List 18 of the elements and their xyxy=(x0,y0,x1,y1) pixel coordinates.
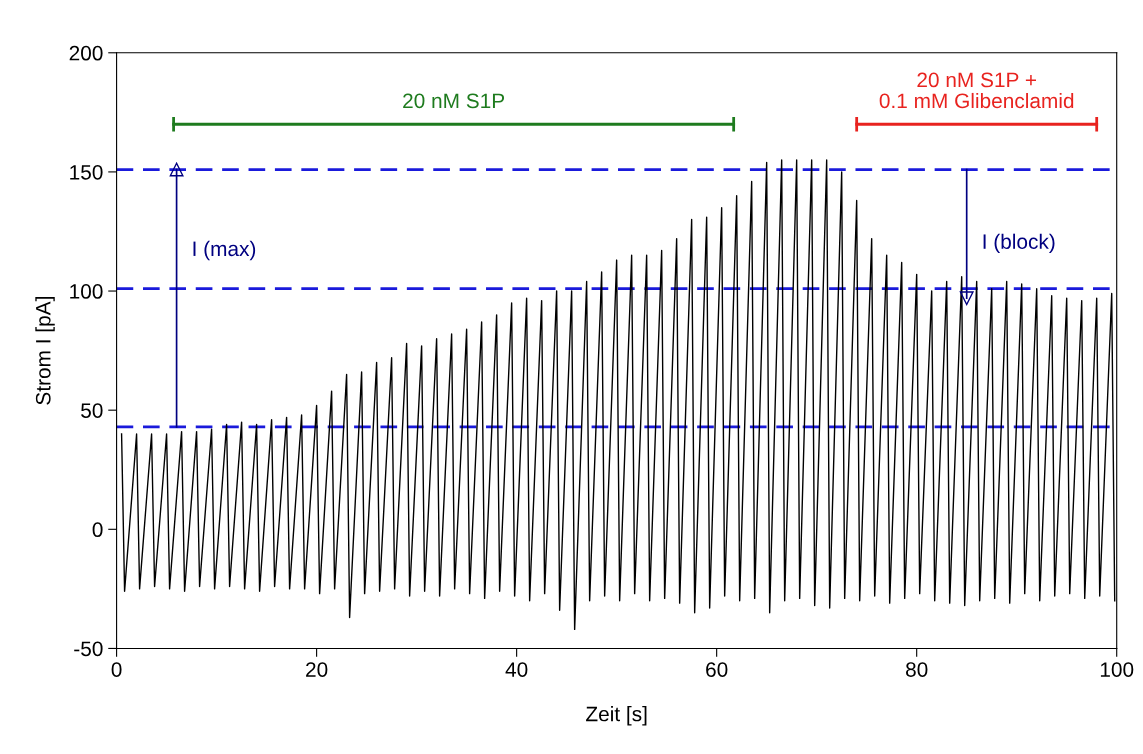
x-axis-title: Zeit [s] xyxy=(586,706,647,726)
annotation: 20 nM S1P xyxy=(403,93,505,109)
x-tick-label: 100 xyxy=(1100,662,1134,677)
y-axis-title: Strom I [pA] xyxy=(35,297,55,405)
y-tick-label: 100 xyxy=(70,284,103,299)
annotation: I (max) xyxy=(193,240,256,261)
y-tick-label: 0 xyxy=(92,522,103,538)
y-tick-label: 50 xyxy=(81,403,103,418)
y-tick-label: 200 xyxy=(69,45,103,61)
x-tick-label: 40 xyxy=(505,662,528,677)
y-tick-label: 150 xyxy=(70,164,103,180)
annotation: I (block) xyxy=(983,233,1055,254)
annotation: 20 nM S1P + 0.1 mM Glibenclamid xyxy=(879,72,1074,109)
x-tick-label: 60 xyxy=(706,662,728,677)
x-tick-label: 0 xyxy=(111,662,122,677)
x-tick-label: 80 xyxy=(906,662,928,677)
x-tick-label: 20 xyxy=(306,662,328,677)
y-tick-label: -50 xyxy=(74,641,103,657)
